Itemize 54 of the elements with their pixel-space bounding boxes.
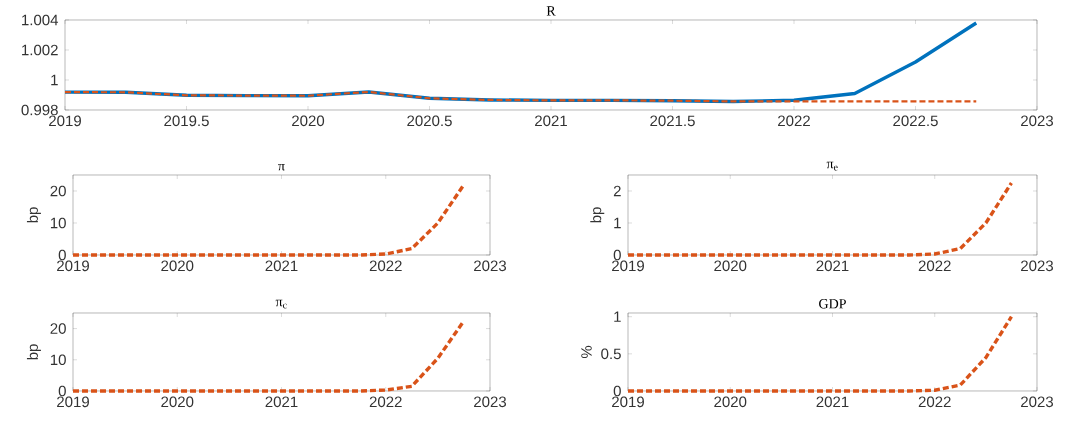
y-tick-label: 2 [613,185,621,197]
x-tick-label: 2019 [612,396,644,408]
y-axis-title: bp [26,207,41,223]
x-tick-label: 2021 [265,396,298,408]
x-tick-label: 2022 [778,115,810,127]
chart-title: π [278,163,285,171]
x-tick-label: 2019 [57,260,89,272]
x-tick-label: 2020 [161,396,194,408]
y-tick-label: 0 [58,385,66,397]
chart-title: GDP [819,299,846,309]
x-tick-label: 2022 [369,396,402,408]
x-tick-label: 2023 [1021,260,1054,272]
x-tick-label: 2019 [57,396,89,408]
x-tick-label: 2020 [714,396,747,408]
x-tick-label: 2020 [161,260,194,272]
x-tick-label: 2021 [816,396,849,408]
y-tick-label: 10 [50,217,66,229]
y-tick-label: 20 [50,185,66,197]
chart-title: R [546,6,556,16]
x-tick-label: 2019 [612,260,644,272]
y-tick-label: 0 [613,249,621,261]
y-tick-label: 1 [614,217,621,229]
y-tick-label: 10 [50,354,66,366]
x-tick-label: 2020 [292,115,325,127]
x-tick-label: 2023 [1021,396,1054,408]
y-axis-title: bp [590,207,605,223]
x-tick-label: 2022 [369,260,402,272]
x-tick-label: 2023 [1021,115,1054,127]
x-tick-label: 2020.5 [407,115,452,127]
x-tick-label: 2019 [49,115,81,127]
x-tick-label: 2021 [265,260,298,272]
x-tick-label: 2020 [714,260,747,272]
x-tick-label: 2021 [535,115,567,127]
y-tick-label: 20 [50,323,66,334]
y-axis-title: % [581,345,592,359]
x-tick-label: 2022 [918,260,951,272]
y-tick-label: 0.998 [21,104,58,116]
x-tick-label: 2023 [474,260,507,272]
chart-title: π$_{c}$ [275,299,287,309]
y-tick-label: 0 [613,385,621,397]
y-tick-label: 1.002 [22,44,58,56]
x-tick-label: 2022.5 [893,115,938,127]
x-tick-label: 2021 [816,260,849,272]
y-tick-label: 1 [51,74,58,86]
y-tick-label: 0.5 [601,348,621,360]
y-tick-label: 1.004 [22,14,59,26]
x-tick-label: 2021.5 [650,115,695,127]
y-axis-title: bp [26,344,41,360]
y-tick-label: 0 [58,249,66,261]
x-tick-label: 2023 [474,396,507,408]
y-tick-label: 1 [614,311,621,322]
chart-title: π$_{e}$ [826,161,838,171]
x-tick-label: 2019.5 [164,115,209,127]
x-tick-label: 2022 [918,396,951,408]
